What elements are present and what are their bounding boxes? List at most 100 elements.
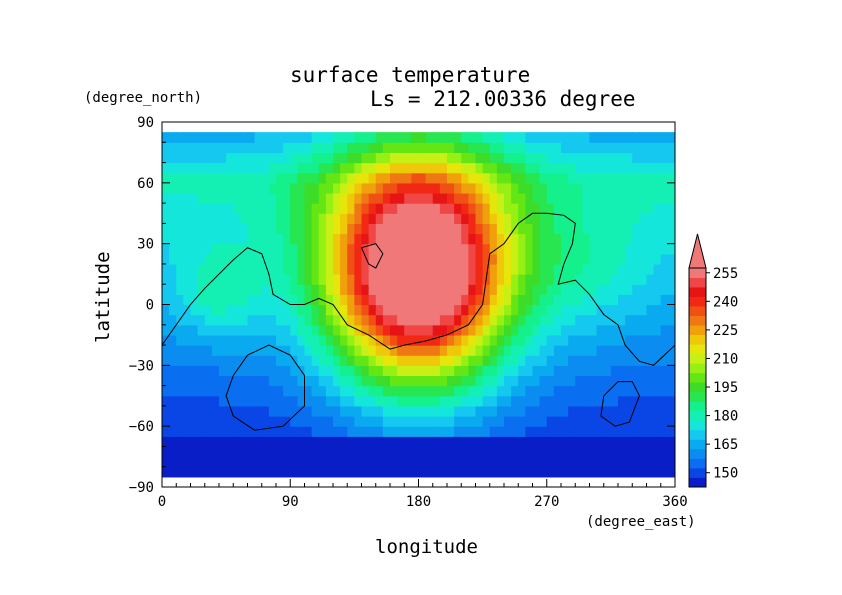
- heatmap-cell: [240, 172, 249, 184]
- heatmap-cell: [183, 385, 192, 397]
- colorbar-swatch: [689, 306, 706, 317]
- colorbar-swatch: [689, 382, 706, 393]
- heatmap-cell: [254, 132, 263, 143]
- heatmap-cell: [290, 274, 298, 285]
- heatmap-cell: [539, 263, 548, 275]
- heatmap-cell: [546, 233, 555, 245]
- heatmap-cell: [489, 436, 498, 448]
- heatmap-cell: [162, 324, 170, 336]
- heatmap-cell: [454, 405, 462, 417]
- heatmap-cell: [589, 365, 598, 377]
- heatmap-cell: [197, 182, 206, 194]
- heatmap-cell: [518, 466, 526, 478]
- heatmap-cell: [390, 416, 398, 427]
- heatmap-cell: [176, 365, 184, 377]
- heatmap-cell: [183, 192, 192, 204]
- heatmap-cell: [625, 213, 633, 224]
- heatmap-cell: [596, 142, 605, 154]
- heatmap-cell: [618, 375, 626, 387]
- heatmap-cell: [504, 274, 512, 285]
- heatmap-cell: [176, 162, 184, 174]
- heatmap-cell: [183, 375, 192, 387]
- heatmap-cell: [268, 233, 277, 245]
- heatmap-cell: [390, 314, 398, 326]
- heatmap-cell: [318, 274, 327, 285]
- heatmap-cell: [418, 375, 427, 387]
- heatmap-cell: [561, 436, 569, 448]
- heatmap-cell: [518, 233, 526, 245]
- heatmap-cell: [226, 294, 234, 306]
- heatmap-cell: [660, 243, 669, 255]
- heatmap-cell: [532, 152, 541, 164]
- heatmap-cell: [525, 253, 534, 265]
- heatmap-cell: [325, 182, 334, 194]
- heatmap-cell: [447, 162, 455, 174]
- heatmap-cell: [333, 294, 341, 306]
- heatmap-cell: [646, 446, 655, 458]
- heatmap-cell: [625, 456, 633, 468]
- heatmap-cell: [397, 172, 405, 184]
- heatmap-cell: [454, 233, 462, 245]
- heatmap-cell: [219, 446, 227, 458]
- heatmap-cell: [162, 365, 170, 377]
- heatmap-cell: [496, 334, 505, 346]
- heatmap-cell: [468, 385, 477, 397]
- heatmap-cell: [468, 192, 477, 204]
- heatmap-cell: [254, 253, 263, 265]
- heatmap-cell: [261, 355, 270, 366]
- heatmap-cell: [397, 294, 405, 306]
- heatmap-cell: [304, 294, 313, 306]
- heatmap-cell: [525, 395, 534, 407]
- heatmap-cell: [539, 294, 548, 306]
- heatmap-cell: [318, 243, 327, 255]
- heatmap-cell: [354, 233, 363, 245]
- heatmap-cell: [211, 446, 220, 458]
- heatmap-cell: [447, 405, 455, 417]
- heatmap-cell: [496, 446, 505, 458]
- heatmap-cell: [304, 253, 313, 265]
- heatmap-cell: [553, 426, 562, 437]
- heatmap-cell: [361, 182, 370, 194]
- heatmap-cell: [646, 192, 655, 204]
- heatmap-cell: [368, 162, 377, 174]
- heatmap-cell: [618, 466, 626, 478]
- heatmap-cell: [596, 324, 605, 336]
- heatmap-cell: [461, 446, 469, 458]
- heatmap-cell: [582, 375, 591, 387]
- heatmap-cell: [610, 385, 619, 397]
- heatmap-cell: [568, 314, 576, 326]
- heatmap-cell: [454, 446, 462, 458]
- heatmap-cell: [268, 132, 277, 143]
- heatmap-cell: [347, 466, 355, 478]
- heatmap-cell: [639, 182, 648, 194]
- heatmap-cell: [325, 416, 334, 427]
- heatmap-cell: [176, 284, 184, 295]
- heatmap-cell: [382, 355, 391, 366]
- heatmap-cell: [190, 274, 199, 285]
- heatmap-cell: [361, 284, 370, 295]
- heatmap-cell: [197, 456, 206, 468]
- heatmap-cell: [532, 253, 541, 265]
- heatmap-cell: [197, 233, 206, 245]
- colorbar-swatch: [689, 391, 706, 402]
- y-tick-label: −90: [129, 480, 154, 496]
- y-tick-label: 30: [137, 237, 154, 253]
- heatmap-cell: [261, 152, 270, 164]
- heatmap-cell: [610, 324, 619, 336]
- heatmap-cell: [639, 172, 648, 184]
- heatmap-cell: [482, 192, 491, 204]
- heatmap-cell: [219, 263, 227, 275]
- heatmap-cell: [204, 233, 213, 245]
- heatmap-cell: [468, 334, 477, 346]
- heatmap-cell: [461, 253, 469, 265]
- heatmap-cell: [425, 405, 434, 417]
- heatmap-cell: [368, 334, 377, 346]
- heatmap-cell: [340, 345, 348, 356]
- heatmap-cell: [618, 456, 626, 468]
- heatmap-cell: [247, 405, 256, 417]
- heatmap-cell: [582, 304, 591, 316]
- heatmap-cell: [525, 294, 534, 306]
- heatmap-cell: [333, 324, 341, 336]
- heatmap-cell: [226, 132, 234, 143]
- heatmap-cell: [432, 192, 441, 204]
